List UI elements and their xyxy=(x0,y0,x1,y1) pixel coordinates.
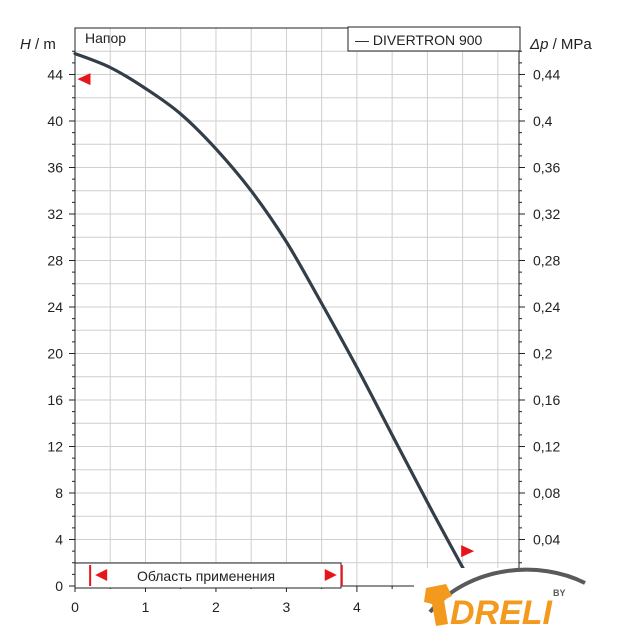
y-right-tick-label: 0,04 xyxy=(533,532,560,548)
y-left-tick-label: 40 xyxy=(47,113,63,129)
annotation-box xyxy=(74,562,342,589)
application-range-annotation: Область применения xyxy=(74,562,343,589)
range-marker xyxy=(461,545,475,558)
y-right-tick-label: 0,4 xyxy=(533,113,553,129)
annotation-arrow-right xyxy=(324,569,337,581)
y-right-tick-label: 0,12 xyxy=(533,439,560,455)
x-tick-label: 4 xyxy=(353,599,361,615)
y-left-tick-label: 8 xyxy=(55,485,63,501)
x-tick-label: 0 xyxy=(71,599,79,615)
y-right-tick-label: 0,44 xyxy=(533,67,560,83)
annotation-arrow-left xyxy=(95,569,108,581)
y-axis-left-label: H / m xyxy=(20,36,56,53)
legend-entry: — DIVERTRON 900 xyxy=(355,32,483,48)
y-left-tick-label: 20 xyxy=(47,346,63,362)
logo-small-text: BY xyxy=(553,588,566,598)
y-left-tick-label: 4 xyxy=(55,532,63,548)
y-left-tick-label: 0 xyxy=(55,578,63,594)
y-axis-right-label: Δp / MPa xyxy=(529,36,592,53)
y-left-tick-label: 24 xyxy=(47,299,63,315)
y-right-tick-label: 0,24 xyxy=(533,299,560,315)
y-left-tick-label: 28 xyxy=(47,253,63,269)
series-line-divertron-900 xyxy=(73,52,475,588)
annotation-text: Область применения xyxy=(137,568,275,584)
y-right-tick-label: 0,28 xyxy=(533,253,560,269)
range-markers xyxy=(77,73,475,558)
y-left-tick-label: 12 xyxy=(47,439,63,455)
y-right-tick-label: 0,32 xyxy=(533,206,560,222)
y-right-tick-label: 0,36 xyxy=(533,160,560,176)
y-left-tick-label: 36 xyxy=(47,160,63,176)
y-left-tick-label: 32 xyxy=(47,206,63,222)
y-right-tick-label: 0,16 xyxy=(533,392,560,408)
chart-title: Напор xyxy=(85,30,126,46)
right-axis: 0,04 0,08 0,12 0,16 0,2 0,24 0,28 0,32 0,36 0,4 0,… xyxy=(519,50,560,587)
logo-background xyxy=(414,568,622,640)
x-tick-label: 2 xyxy=(212,599,220,615)
y-right-tick-label: 0,08 xyxy=(533,485,560,501)
x-tick-label: 3 xyxy=(283,599,291,615)
logo-text: DRELI xyxy=(450,594,554,632)
range-marker xyxy=(77,73,91,86)
grid xyxy=(75,28,519,586)
dreli-logo: DRELI BY xyxy=(414,567,622,640)
x-tick-label: 1 xyxy=(142,599,150,615)
drill-icon xyxy=(424,584,452,626)
y-left-tick-label: 44 xyxy=(47,67,63,83)
y-left-tick-label: 16 xyxy=(47,392,63,408)
legend: — DIVERTRON 900 xyxy=(347,26,521,52)
y-right-tick-label: 0,2 xyxy=(533,346,553,362)
legend-box xyxy=(347,26,521,52)
left-axis: 0 4 8 12 16 20 24 28 32 36 40 44 xyxy=(47,50,75,594)
